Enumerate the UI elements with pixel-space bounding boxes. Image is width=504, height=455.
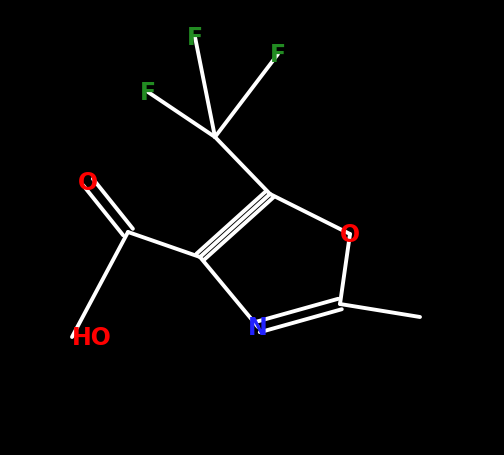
Text: HO: HO [72, 325, 112, 349]
Text: F: F [140, 81, 156, 105]
Text: F: F [270, 43, 286, 67]
Text: N: N [248, 315, 268, 339]
Text: O: O [78, 171, 98, 195]
Text: O: O [340, 222, 360, 247]
Text: F: F [187, 26, 203, 50]
